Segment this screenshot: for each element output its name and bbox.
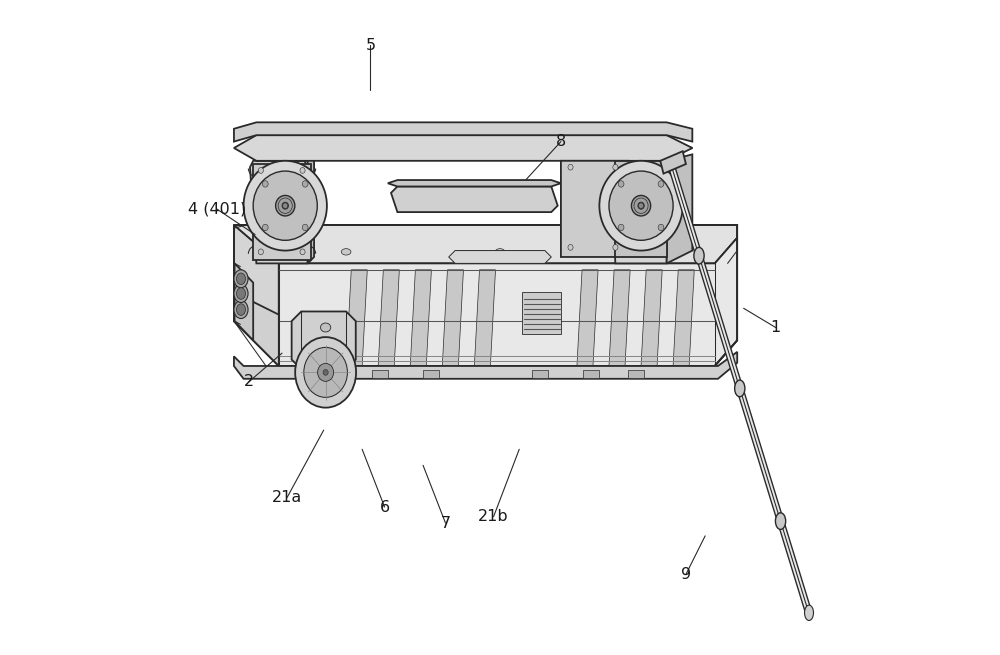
Polygon shape — [423, 370, 439, 377]
Ellipse shape — [320, 323, 331, 332]
Polygon shape — [250, 161, 308, 263]
Ellipse shape — [262, 181, 268, 187]
Ellipse shape — [735, 380, 745, 397]
Ellipse shape — [258, 168, 263, 174]
Text: 7: 7 — [440, 515, 451, 531]
Ellipse shape — [237, 273, 245, 284]
Ellipse shape — [631, 195, 651, 216]
Ellipse shape — [276, 195, 295, 216]
Polygon shape — [391, 187, 558, 212]
Ellipse shape — [318, 364, 334, 381]
Ellipse shape — [638, 203, 644, 208]
Ellipse shape — [234, 284, 248, 303]
Text: 4 (401): 4 (401) — [188, 201, 246, 216]
Ellipse shape — [234, 270, 248, 288]
Polygon shape — [378, 270, 399, 366]
Ellipse shape — [323, 369, 328, 375]
Ellipse shape — [237, 288, 245, 299]
Polygon shape — [449, 251, 551, 263]
Ellipse shape — [300, 168, 305, 174]
Polygon shape — [522, 292, 561, 334]
Ellipse shape — [694, 248, 704, 264]
Polygon shape — [234, 225, 279, 366]
Ellipse shape — [302, 181, 308, 187]
Ellipse shape — [805, 605, 814, 620]
Polygon shape — [609, 270, 630, 366]
Ellipse shape — [613, 164, 618, 170]
Ellipse shape — [599, 161, 683, 251]
Text: 6: 6 — [380, 500, 390, 515]
Ellipse shape — [262, 224, 268, 231]
Ellipse shape — [234, 301, 248, 318]
Text: 2: 2 — [244, 375, 254, 390]
Ellipse shape — [258, 249, 263, 255]
Polygon shape — [250, 148, 314, 161]
Ellipse shape — [253, 171, 317, 240]
Ellipse shape — [495, 249, 505, 255]
Ellipse shape — [237, 304, 245, 315]
Polygon shape — [234, 225, 737, 263]
Ellipse shape — [302, 224, 308, 231]
Polygon shape — [234, 122, 692, 141]
Ellipse shape — [244, 161, 327, 251]
Ellipse shape — [658, 224, 664, 231]
Polygon shape — [442, 270, 463, 366]
Polygon shape — [388, 180, 561, 187]
Ellipse shape — [775, 513, 786, 529]
Ellipse shape — [568, 244, 573, 250]
Polygon shape — [253, 164, 311, 260]
Ellipse shape — [283, 203, 288, 208]
Polygon shape — [234, 135, 692, 161]
Polygon shape — [235, 263, 253, 341]
Polygon shape — [609, 155, 667, 263]
Polygon shape — [372, 370, 388, 377]
Text: 1: 1 — [771, 320, 781, 335]
Ellipse shape — [282, 202, 288, 209]
Polygon shape — [660, 151, 686, 174]
Polygon shape — [615, 141, 692, 155]
Text: 8: 8 — [556, 134, 566, 149]
Ellipse shape — [613, 244, 618, 250]
Polygon shape — [292, 312, 356, 369]
Text: 5: 5 — [365, 38, 376, 53]
Polygon shape — [583, 370, 599, 377]
Polygon shape — [628, 370, 644, 377]
Polygon shape — [346, 270, 367, 366]
Polygon shape — [615, 161, 667, 257]
Ellipse shape — [295, 337, 356, 407]
Ellipse shape — [649, 249, 659, 255]
Ellipse shape — [658, 181, 664, 187]
Polygon shape — [673, 270, 694, 366]
Ellipse shape — [568, 164, 573, 170]
Polygon shape — [641, 270, 662, 366]
Polygon shape — [410, 270, 431, 366]
Ellipse shape — [341, 249, 351, 255]
Ellipse shape — [609, 171, 673, 240]
Text: 21b: 21b — [478, 509, 509, 524]
Polygon shape — [532, 370, 548, 377]
Ellipse shape — [304, 347, 347, 398]
Polygon shape — [577, 270, 598, 366]
Text: 21a: 21a — [272, 490, 302, 505]
Polygon shape — [308, 155, 314, 263]
Ellipse shape — [638, 202, 644, 209]
Polygon shape — [667, 155, 692, 263]
Polygon shape — [279, 238, 737, 366]
Polygon shape — [561, 161, 628, 257]
Text: 9: 9 — [681, 567, 691, 582]
Polygon shape — [234, 352, 737, 379]
Polygon shape — [234, 276, 279, 366]
Ellipse shape — [300, 249, 305, 255]
Ellipse shape — [618, 224, 624, 231]
Ellipse shape — [618, 181, 624, 187]
Polygon shape — [474, 270, 496, 366]
